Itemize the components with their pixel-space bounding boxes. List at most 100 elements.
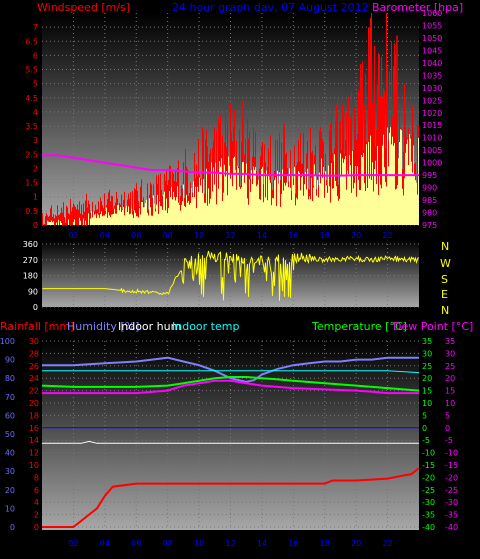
rain-tick-label: 12 (29, 449, 39, 458)
wind-panel: 0 0.5 1 1.5 2 2.5 3 3.5 4 4.5 5 5.5 6 6.5 7 975 980 985 99… (25, 9, 442, 240)
wind-x-tick-label: 10 (194, 231, 204, 240)
climate-x-tick-label: 08 (163, 539, 173, 548)
wind-x-tick-label: 12 (225, 231, 235, 240)
humidity-tick-label: 0 (10, 523, 15, 532)
temperature-tick-label: -20 (422, 473, 435, 482)
humidity-tick-label: 80 (5, 374, 15, 383)
compass-n-bottom: N (441, 304, 449, 317)
temperature-tick-label: -35 (422, 511, 435, 520)
rain-tick-label: 2 (34, 511, 39, 520)
climate-x-tick-label: 10 (194, 539, 204, 548)
compass-n-top: N (441, 240, 449, 253)
indoor-temp-title: Indoor temp (172, 320, 239, 333)
humidity-tick-label: 70 (5, 393, 15, 402)
barometer-tick-label: 1045 (422, 46, 442, 55)
compass-s: S (441, 273, 448, 286)
dewpoint-tick-label: 0 (445, 424, 450, 433)
temperature-tick-label: 25 (422, 362, 432, 371)
wind-tick-label: 2.5 (25, 150, 38, 159)
humidity-tick-label: 20 (5, 486, 15, 495)
rain-tick-label: 8 (34, 473, 39, 482)
barometer-tick-label: 1035 (422, 71, 442, 80)
humidity-axis-title: Humidity [%] (67, 320, 139, 333)
rain-tick-label: 6 (34, 486, 39, 495)
barometer-tick-label: 995 (422, 171, 437, 180)
barometer-tick-label: 1020 (422, 109, 442, 118)
dewpoint-tick-label: -25 (445, 486, 458, 495)
barometer-tick-label: 1005 (422, 146, 442, 155)
temperature-tick-label: 0 (422, 424, 427, 433)
climate-x-tick-label: 18 (320, 539, 330, 548)
temperature-tick-label: -10 (422, 449, 435, 458)
dewpoint-tick-label: 25 (445, 362, 455, 371)
compass-e: E (441, 288, 448, 301)
wind-tick-label: 7 (33, 23, 38, 32)
wind-tick-label: 5 (33, 80, 38, 89)
wind-x-tick-label: 22 (382, 231, 392, 240)
barometer-tick-label: 1015 (422, 121, 442, 130)
barometer-tick-label: 985 (422, 196, 437, 205)
temperature-tick-label: 15 (422, 387, 432, 396)
climate-x-tick-label: 02 (68, 539, 78, 548)
wind-x-tick-label: 20 (351, 231, 361, 240)
wind-tick-label: 0.5 (25, 207, 38, 216)
wind-x-tick-label: 18 (320, 231, 330, 240)
wind-tick-label: 1 (33, 193, 38, 202)
temperature-tick-label: -25 (422, 486, 435, 495)
rain-tick-label: 18 (29, 411, 39, 420)
rain-tick-label: 30 (29, 337, 39, 346)
rain-tick-label: 4 (34, 498, 39, 507)
direction-tick-label: 360 (23, 240, 38, 249)
climate-x-tick-label: 22 (382, 539, 392, 548)
humidity-tick-label: 90 (5, 356, 15, 365)
barometer-tick-label: 975 (422, 221, 437, 230)
wind-x-tick-label: 08 (163, 231, 173, 240)
wind-tick-label: 3 (33, 136, 38, 145)
climate-panel-bg (42, 340, 419, 530)
wind-x-tick-label: 04 (100, 231, 110, 240)
wind-tick-label: 2 (33, 164, 38, 173)
dewpoint-tick-label: -20 (445, 473, 458, 482)
temperature-tick-label: -5 (422, 436, 430, 445)
rain-tick-label: 14 (29, 436, 39, 445)
direction-tick-label: 0 (33, 303, 38, 312)
indoor-temp-line (42, 370, 420, 374)
humidity-tick-label: 40 (5, 449, 15, 458)
temperature-axis-title: Temperature [°C] (311, 320, 407, 333)
dewpoint-tick-label: 20 (445, 374, 455, 383)
climate-x-tick-label: 14 (257, 539, 267, 548)
wind-tick-label: 5.5 (25, 66, 38, 75)
temperature-tick-label: -30 (422, 498, 435, 507)
climate-x-tick-label: 20 (351, 539, 361, 548)
rain-tick-label: 24 (29, 374, 39, 383)
wind-tick-label: 6 (33, 51, 38, 60)
direction-panel-bg (42, 240, 419, 307)
barometer-tick-label: 1025 (422, 96, 442, 105)
humidity-tick-label: 60 (5, 411, 15, 420)
dewpoint-tick-label: -30 (445, 498, 458, 507)
dewpoint-tick-label: 10 (445, 399, 455, 408)
barometer-tick-label: 990 (422, 184, 437, 193)
rain-tick-label: 22 (29, 387, 39, 396)
dewpoint-tick-label: -10 (445, 449, 458, 458)
humidity-tick-label: 100 (0, 337, 15, 346)
dewpoint-tick-label: -5 (445, 436, 453, 445)
wind-axis-title: Windspeed [m/s] (37, 1, 130, 14)
barometer-axis-title: Barometer [hpa] (372, 1, 463, 14)
wind-x-tick-label: 06 (131, 231, 141, 240)
graph-title: 24 hour graph dav, 07 August 2012 (172, 1, 369, 14)
climate-x-tick-label: 16 (288, 539, 298, 548)
humidity-tick-label: 10 (5, 504, 15, 513)
temperature-tick-label: -40 (422, 523, 435, 532)
dewpoint-tick-label: -35 (445, 511, 458, 520)
wind-x-tick-label: 14 (257, 231, 267, 240)
humidity-line (42, 356, 419, 383)
climate-x-tick-label: 06 (131, 539, 141, 548)
temperature-tick-label: 5 (422, 411, 427, 420)
barometer-tick-label: 1040 (422, 59, 442, 68)
barometer-tick-label: 1050 (422, 34, 442, 43)
indoor-hum-line (42, 440, 419, 444)
rain-tick-label: 26 (29, 362, 39, 371)
